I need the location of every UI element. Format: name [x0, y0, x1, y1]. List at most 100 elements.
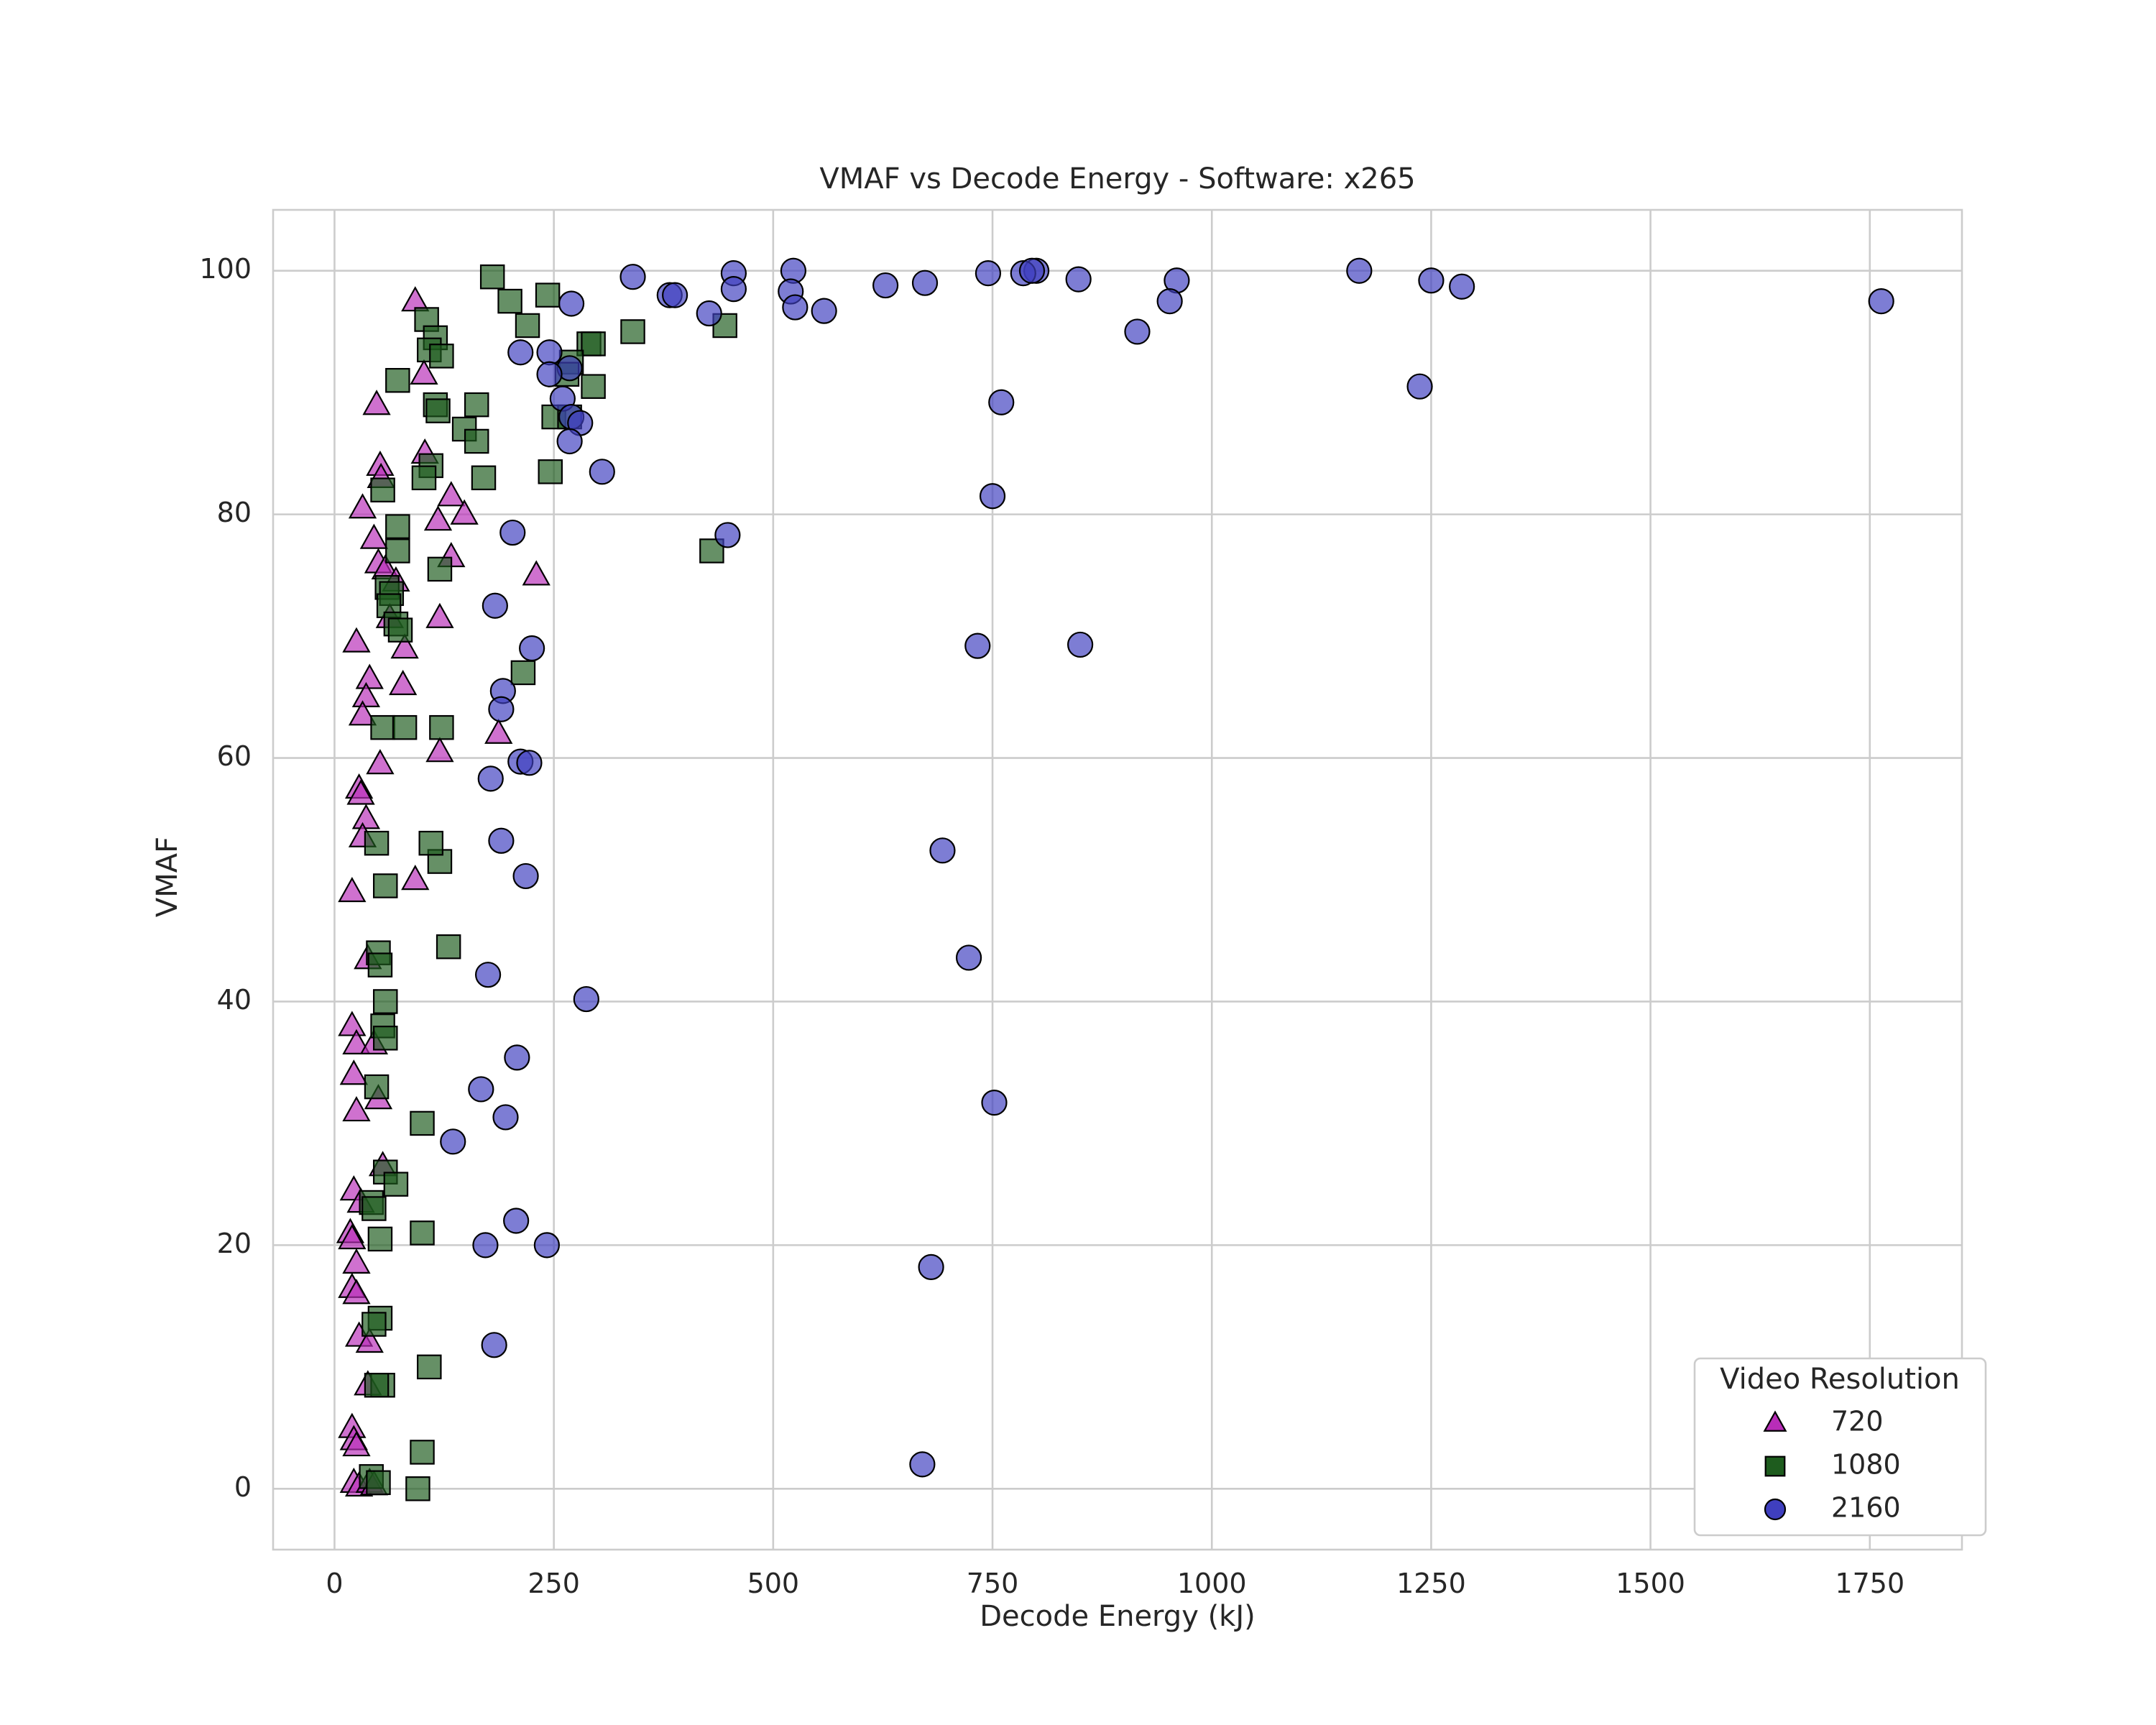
data-point-2160	[488, 827, 515, 854]
data-point-720	[338, 1223, 367, 1250]
legend-marker-1080	[1764, 1455, 1786, 1477]
data-point-720	[423, 505, 453, 531]
legend-label-2160: 2160	[1831, 1492, 1901, 1524]
series-1080	[359, 264, 737, 1501]
legend-box	[1693, 1357, 1987, 1537]
data-point-2160	[955, 944, 982, 971]
series-2160	[440, 257, 1894, 1478]
data-point-1080	[510, 660, 536, 686]
data-point-1080	[410, 1440, 435, 1465]
data-point-1080	[370, 477, 395, 502]
data-point-2160	[929, 837, 956, 864]
legend-items: 720 1080 2160	[1763, 1406, 1901, 1524]
data-point-2160	[482, 592, 508, 619]
y-axis-label: VMAF	[151, 837, 184, 917]
data-point-1080	[385, 514, 410, 539]
data-point-1080	[385, 367, 410, 393]
x-tick-label: 1000	[1177, 1568, 1247, 1599]
data-point-720	[342, 1029, 371, 1054]
data-point-720	[342, 1431, 371, 1457]
data-point-2160	[468, 1076, 494, 1103]
data-point-2160	[909, 1451, 936, 1478]
data-point-2160	[662, 282, 688, 308]
x-tick-label: 1250	[1396, 1568, 1466, 1599]
y-tick-label: 40	[217, 984, 252, 1016]
data-point-1080	[373, 1026, 398, 1051]
data-point-2160	[474, 962, 502, 988]
data-point-2160	[979, 483, 1006, 510]
legend: Video Resolution 720 1080 2160	[1693, 1357, 1987, 1537]
data-point-2160	[1065, 266, 1092, 293]
data-point-720	[342, 1248, 371, 1274]
data-point-1080	[373, 989, 398, 1014]
x-tick-label: 250	[528, 1568, 580, 1599]
data-point-1080	[581, 331, 606, 356]
data-point-2160	[516, 750, 543, 776]
data-point-720	[522, 560, 550, 586]
data-point-1080	[418, 830, 443, 856]
legend-marker-720	[1763, 1410, 1787, 1432]
x-axis-label: Decode Energy (kJ)	[980, 1600, 1256, 1633]
data-point-2160	[1156, 288, 1183, 315]
data-point-2160	[472, 1232, 499, 1259]
data-point-1080	[364, 830, 390, 856]
data-point-1080	[366, 1470, 391, 1496]
data-point-720	[342, 627, 371, 653]
y-tick-label: 80	[217, 497, 252, 528]
legend-title: Video Resolution	[1720, 1363, 1960, 1396]
data-point-2160	[1018, 257, 1046, 284]
data-point-720	[355, 663, 384, 689]
x-tick-label: 0	[326, 1568, 343, 1599]
x-tick-label: 1750	[1835, 1568, 1904, 1599]
data-point-2160	[503, 1208, 530, 1234]
data-point-2160	[1124, 318, 1151, 345]
data-point-2160	[964, 632, 991, 659]
data-point-2160	[492, 1104, 519, 1131]
data-point-1080	[373, 873, 398, 898]
data-point-720	[355, 1327, 384, 1353]
data-point-1080	[535, 282, 561, 308]
data-point-1080	[405, 1476, 430, 1501]
data-point-1080	[367, 1226, 393, 1252]
data-point-2160	[556, 428, 583, 455]
y-tick-label: 100	[199, 253, 252, 285]
data-point-2160	[811, 298, 837, 324]
data-point-720	[359, 523, 389, 549]
data-point-2160	[536, 339, 563, 366]
data-point-2160	[918, 1254, 944, 1280]
data-point-720	[339, 1059, 368, 1085]
y-tick-label: 0	[234, 1471, 252, 1503]
data-point-2160	[1449, 273, 1475, 300]
data-point-1080	[364, 1074, 390, 1100]
data-point-2160	[696, 300, 722, 327]
data-point-2160	[1868, 288, 1894, 315]
data-point-1080	[410, 1110, 435, 1136]
data-point-720	[338, 876, 367, 903]
data-point-1080	[425, 398, 451, 423]
data-point-2160	[714, 522, 741, 548]
data-point-720	[437, 481, 466, 507]
data-point-2160	[988, 389, 1015, 415]
data-point-1080	[392, 714, 418, 740]
data-point-1080	[429, 344, 454, 369]
data-point-1080	[497, 288, 522, 314]
data-point-2160	[440, 1128, 466, 1155]
data-points-layer	[336, 257, 1894, 1501]
data-point-2160	[872, 272, 899, 299]
data-point-2160	[720, 276, 747, 303]
data-point-1080	[361, 1312, 387, 1337]
grid-layer	[273, 210, 1962, 1550]
data-point-720	[366, 749, 395, 775]
data-point-2160	[911, 270, 939, 296]
tick-label-layer: 0 250 500 750 1000 1250 1500 1750 0 20 40 60 80 100	[199, 253, 1904, 1599]
y-tick-label: 60	[217, 740, 252, 772]
data-point-2160	[533, 1232, 560, 1259]
data-point-1080	[620, 319, 645, 344]
data-point-720	[390, 633, 419, 659]
data-point-2160	[573, 985, 599, 1013]
x-tick-label: 500	[747, 1568, 800, 1599]
data-point-720	[410, 359, 438, 385]
data-point-1080	[411, 465, 437, 491]
data-point-720	[425, 602, 454, 628]
